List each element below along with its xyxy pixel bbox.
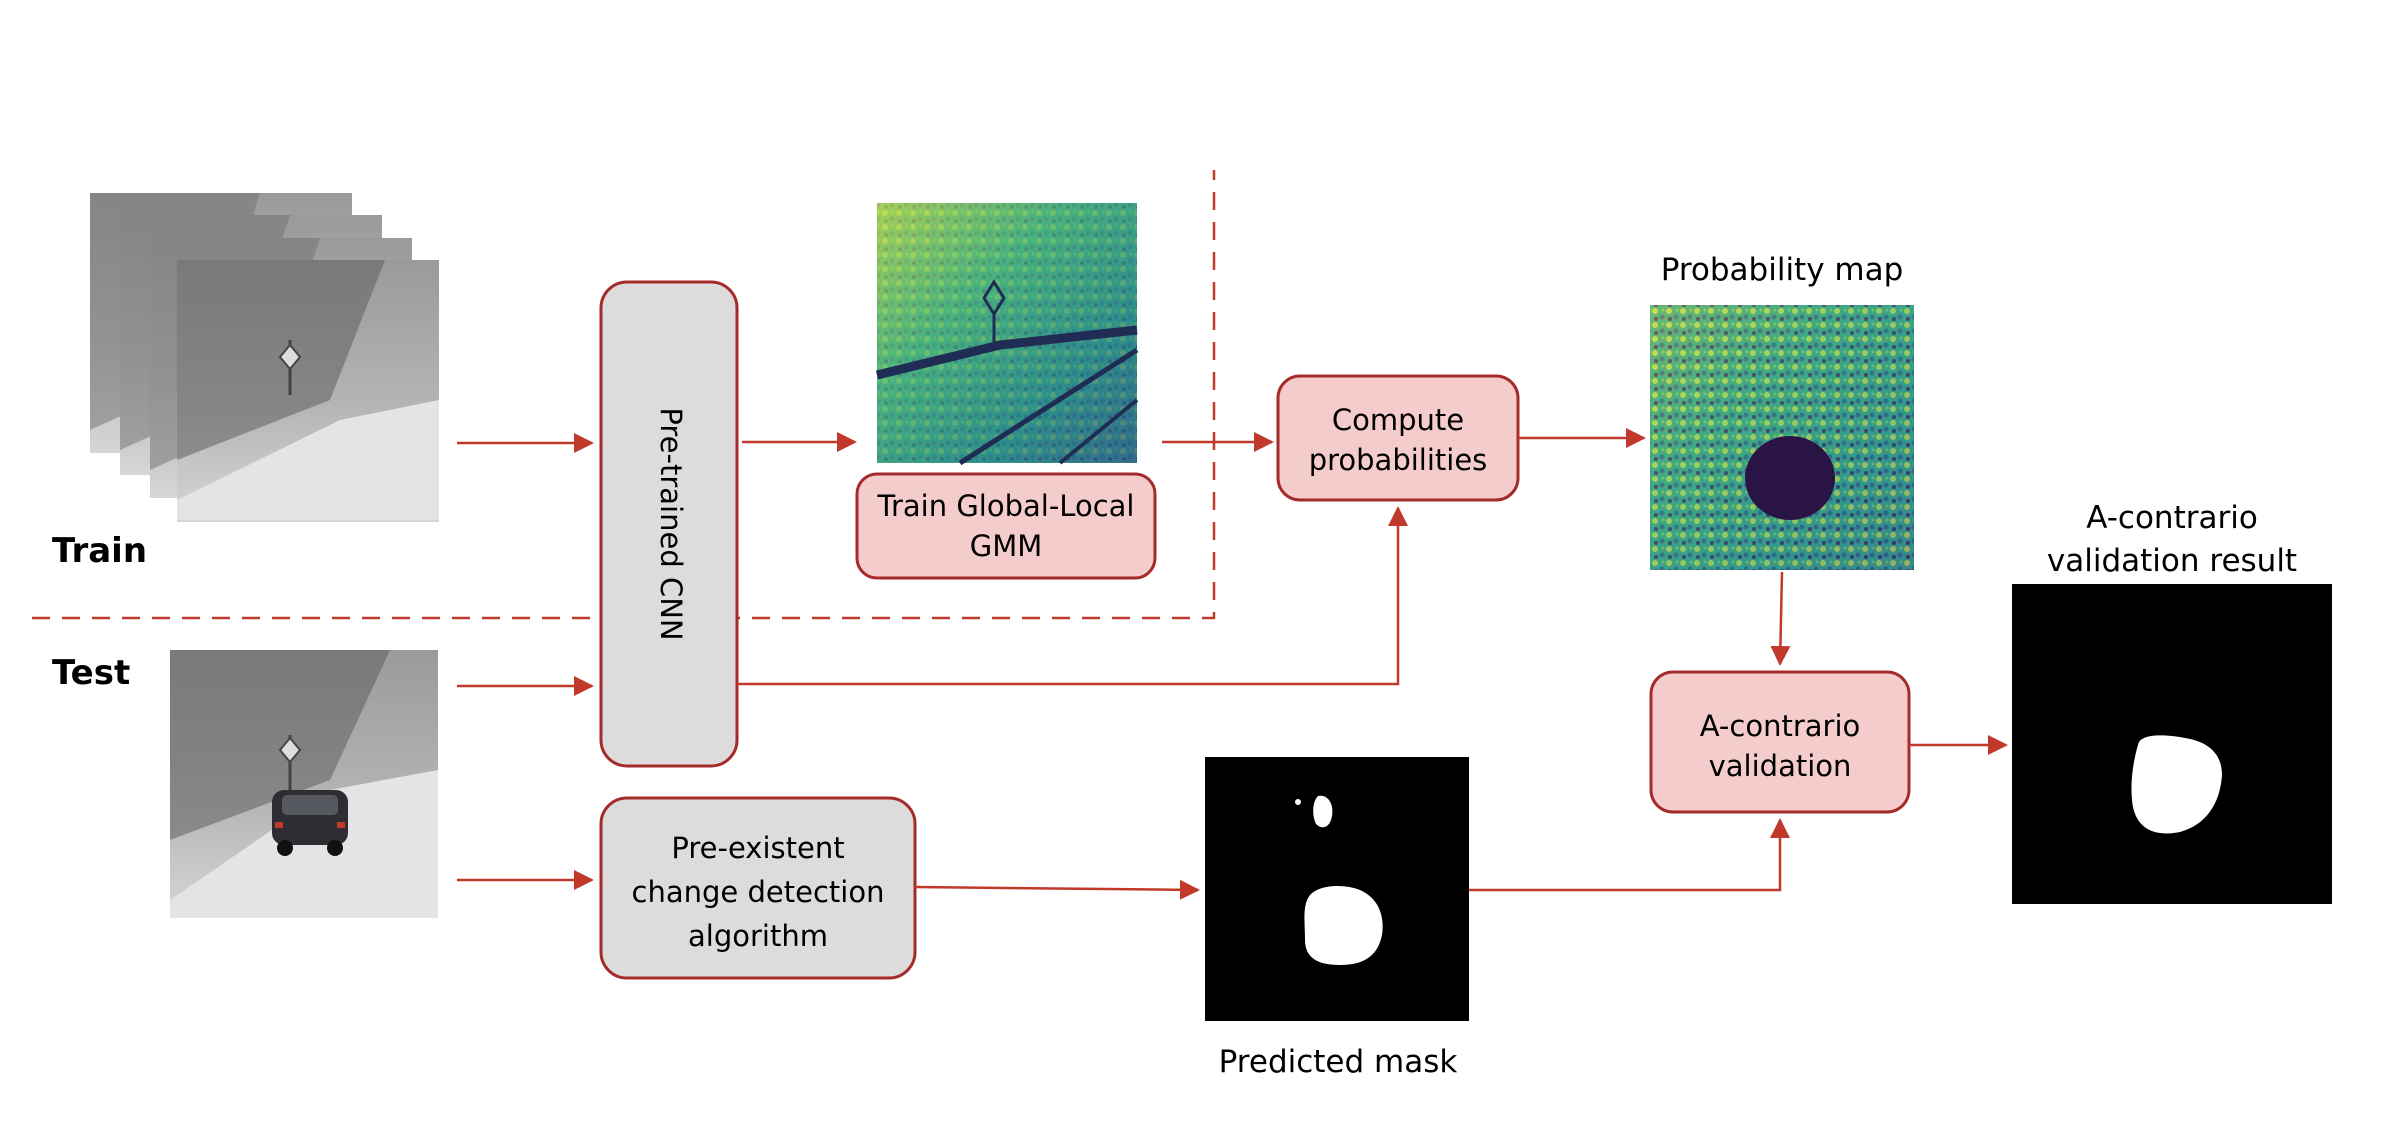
change-detection-line2: change detection bbox=[632, 875, 885, 909]
change-detection-line1: Pre-existent bbox=[671, 831, 844, 865]
arrow-mask-to-acontrario bbox=[1469, 818, 1790, 892]
acontrario-line2: validation bbox=[1709, 749, 1852, 783]
change-detection-box: Pre-existent change detection algorithm bbox=[599, 796, 917, 980]
predicted-mask-caption: Predicted mask bbox=[1219, 1044, 1458, 1080]
test-label: Test bbox=[52, 653, 130, 693]
train-gmm-box: Train Global-Local GMM bbox=[855, 472, 1157, 580]
connector-arrows bbox=[457, 428, 2008, 900]
result-caption-line1: A-contrario bbox=[2086, 500, 2258, 536]
acontrario-line1: A-contrario bbox=[1700, 709, 1861, 743]
acontrario-validation-box: A-contrario validation bbox=[1649, 670, 1911, 814]
arrow-probmap-to-acontrario bbox=[1770, 571, 1791, 666]
change-detection-line3: algorithm bbox=[688, 919, 828, 953]
train-image-stack bbox=[90, 193, 439, 522]
pretrained-cnn-label: Pre-trained CNN bbox=[654, 407, 688, 640]
train-gmm-line2: GMM bbox=[970, 529, 1043, 563]
feature-map-image bbox=[875, 203, 1139, 466]
test-image bbox=[170, 650, 438, 918]
pretrained-cnn-box: Pre-trained CNN bbox=[599, 280, 739, 768]
compute-line1: Compute bbox=[1332, 403, 1464, 437]
compute-probabilities-box: Compute probabilities bbox=[1276, 374, 1520, 502]
result-caption-line2: validation result bbox=[2047, 543, 2297, 579]
train-label: Train bbox=[52, 531, 147, 571]
probability-map-image bbox=[1650, 305, 1914, 570]
arrow-cnn-test-to-compute bbox=[737, 506, 1408, 686]
compute-line2: probabilities bbox=[1309, 443, 1488, 477]
train-frame-4 bbox=[177, 260, 439, 522]
train-test-separator bbox=[32, 170, 1216, 620]
car-icon bbox=[272, 790, 348, 856]
result-mask-image bbox=[2012, 584, 2332, 904]
train-gmm-line1: Train Global-Local bbox=[877, 489, 1135, 523]
arrow-changedet-to-mask bbox=[914, 879, 1200, 900]
probability-map-caption: Probability map bbox=[1661, 252, 1904, 288]
predicted-mask-image bbox=[1205, 757, 1469, 1021]
